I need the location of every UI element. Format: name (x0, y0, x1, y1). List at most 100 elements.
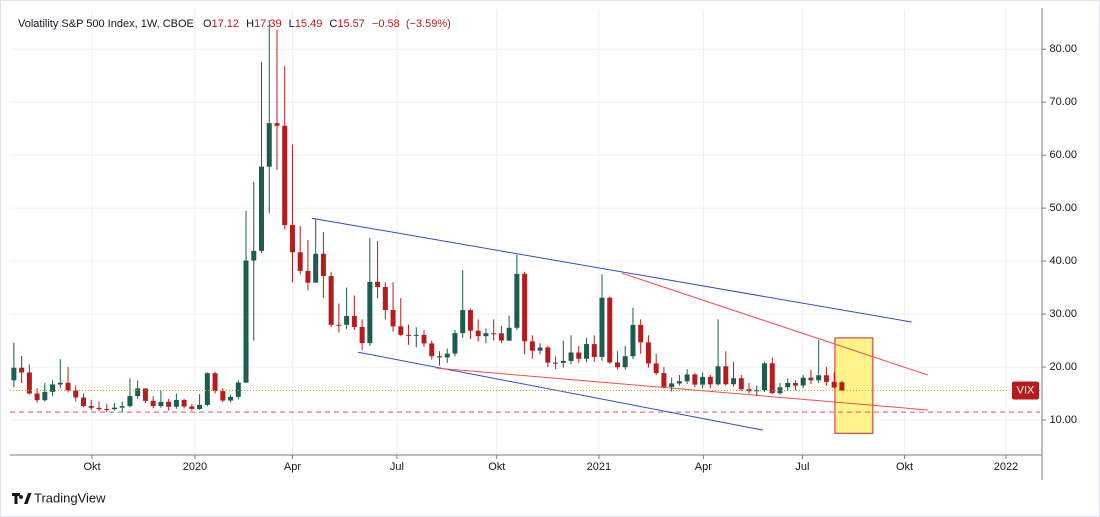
y-tick-label: 70.00 (1049, 96, 1077, 108)
candle-body (336, 324, 342, 326)
x-tick-label: 2022 (994, 461, 1018, 473)
candle-body (553, 362, 559, 364)
trend-line (311, 217, 912, 323)
candle-body (235, 382, 241, 397)
candle-body (359, 326, 365, 344)
candle-body (212, 373, 218, 392)
candle-body (305, 270, 311, 283)
candle-body (429, 343, 435, 357)
candle-body (313, 253, 319, 283)
candle-body (406, 334, 412, 336)
candle-body (104, 409, 110, 411)
candles (10, 20, 1042, 413)
candle-body (282, 125, 288, 226)
candle-body (769, 363, 775, 394)
candle-body (421, 334, 427, 344)
candle-body (19, 367, 25, 373)
candle-body (243, 260, 249, 383)
change: −0.58 (372, 18, 400, 30)
candle-body (158, 401, 164, 407)
candle-body (831, 381, 837, 388)
x-tick-label: Okt (488, 461, 505, 473)
candle-body (638, 324, 644, 343)
candle-body (34, 393, 40, 401)
candle-body (653, 363, 659, 374)
candle-body (545, 347, 551, 363)
trend-line (436, 367, 928, 411)
candle-body (731, 378, 737, 385)
candle-body (738, 378, 744, 390)
candle-body (607, 297, 613, 363)
candle-body (297, 252, 303, 271)
candle-body (506, 327, 512, 341)
candle-body (173, 400, 179, 407)
ohlc-key: C (329, 18, 337, 30)
ohlc-key: O (203, 18, 212, 30)
candle-body (344, 316, 350, 325)
candle-body (181, 400, 187, 407)
y-tick-label: 80.00 (1049, 43, 1077, 55)
candle-body (746, 389, 752, 392)
candle-body (630, 324, 636, 357)
candle-body (692, 374, 698, 385)
y-tick-label: 30.00 (1049, 308, 1077, 320)
candle-body (259, 166, 265, 251)
candle-body (700, 376, 706, 385)
candle-body (514, 273, 520, 328)
candle-body (723, 366, 729, 385)
candle-body (50, 384, 56, 392)
grid (10, 10, 1042, 455)
candle-body (88, 405, 94, 408)
x-tick-label: Apr (695, 461, 712, 473)
candle-body (81, 397, 87, 406)
candle-body (150, 400, 156, 407)
candle-body (166, 401, 172, 407)
x-tick-label: 2021 (587, 461, 611, 473)
candle-body (808, 377, 814, 381)
candle-body (220, 391, 226, 401)
header: Volatility S&P 500 Index, 1W, CBOE O17.1… (18, 18, 451, 30)
candle-body (591, 344, 597, 357)
candle-body (529, 341, 535, 351)
symbol-label: VIX (1017, 384, 1035, 396)
candle-body (560, 360, 566, 363)
ohlc-key: H (246, 18, 254, 30)
candle-body (57, 382, 63, 385)
y-tick-label: 60.00 (1049, 149, 1077, 161)
brand: TradingView (12, 490, 106, 505)
ohlc-value: 17.12 (212, 18, 240, 30)
candle-body (274, 123, 280, 126)
x-tick-label: Jul (795, 461, 809, 473)
candle-body (707, 376, 713, 385)
candle-body (645, 342, 651, 364)
ohlc-value: 15.57 (337, 18, 365, 30)
candle-body (754, 390, 760, 392)
candle-body (328, 275, 334, 325)
candle-body (777, 387, 783, 394)
change-pct: (−3.59%) (406, 18, 451, 30)
candle-body (119, 406, 125, 408)
x-tick-label: Okt (896, 461, 913, 473)
x-tick-label: Apr (284, 461, 301, 473)
candle-body (73, 390, 79, 398)
candle-body (135, 388, 141, 397)
candle-body (475, 330, 481, 337)
candle-body (436, 356, 442, 358)
ohlc-value: 17.39 (254, 18, 282, 30)
candle-body (522, 273, 528, 342)
trend-line (358, 351, 764, 431)
brand-name: TradingView (34, 490, 106, 505)
candle-body (661, 373, 667, 387)
candle-body (537, 347, 543, 351)
candle-body (111, 407, 117, 410)
candle-body (351, 316, 357, 327)
candle-body (584, 344, 590, 359)
candle-body (266, 123, 272, 167)
ohlc-key: L (289, 18, 295, 30)
candle-body (483, 333, 489, 337)
candle-body (839, 382, 845, 391)
candle-body (452, 333, 458, 354)
header-title: Volatility S&P 500 Index, 1W, CBOE (18, 18, 194, 30)
